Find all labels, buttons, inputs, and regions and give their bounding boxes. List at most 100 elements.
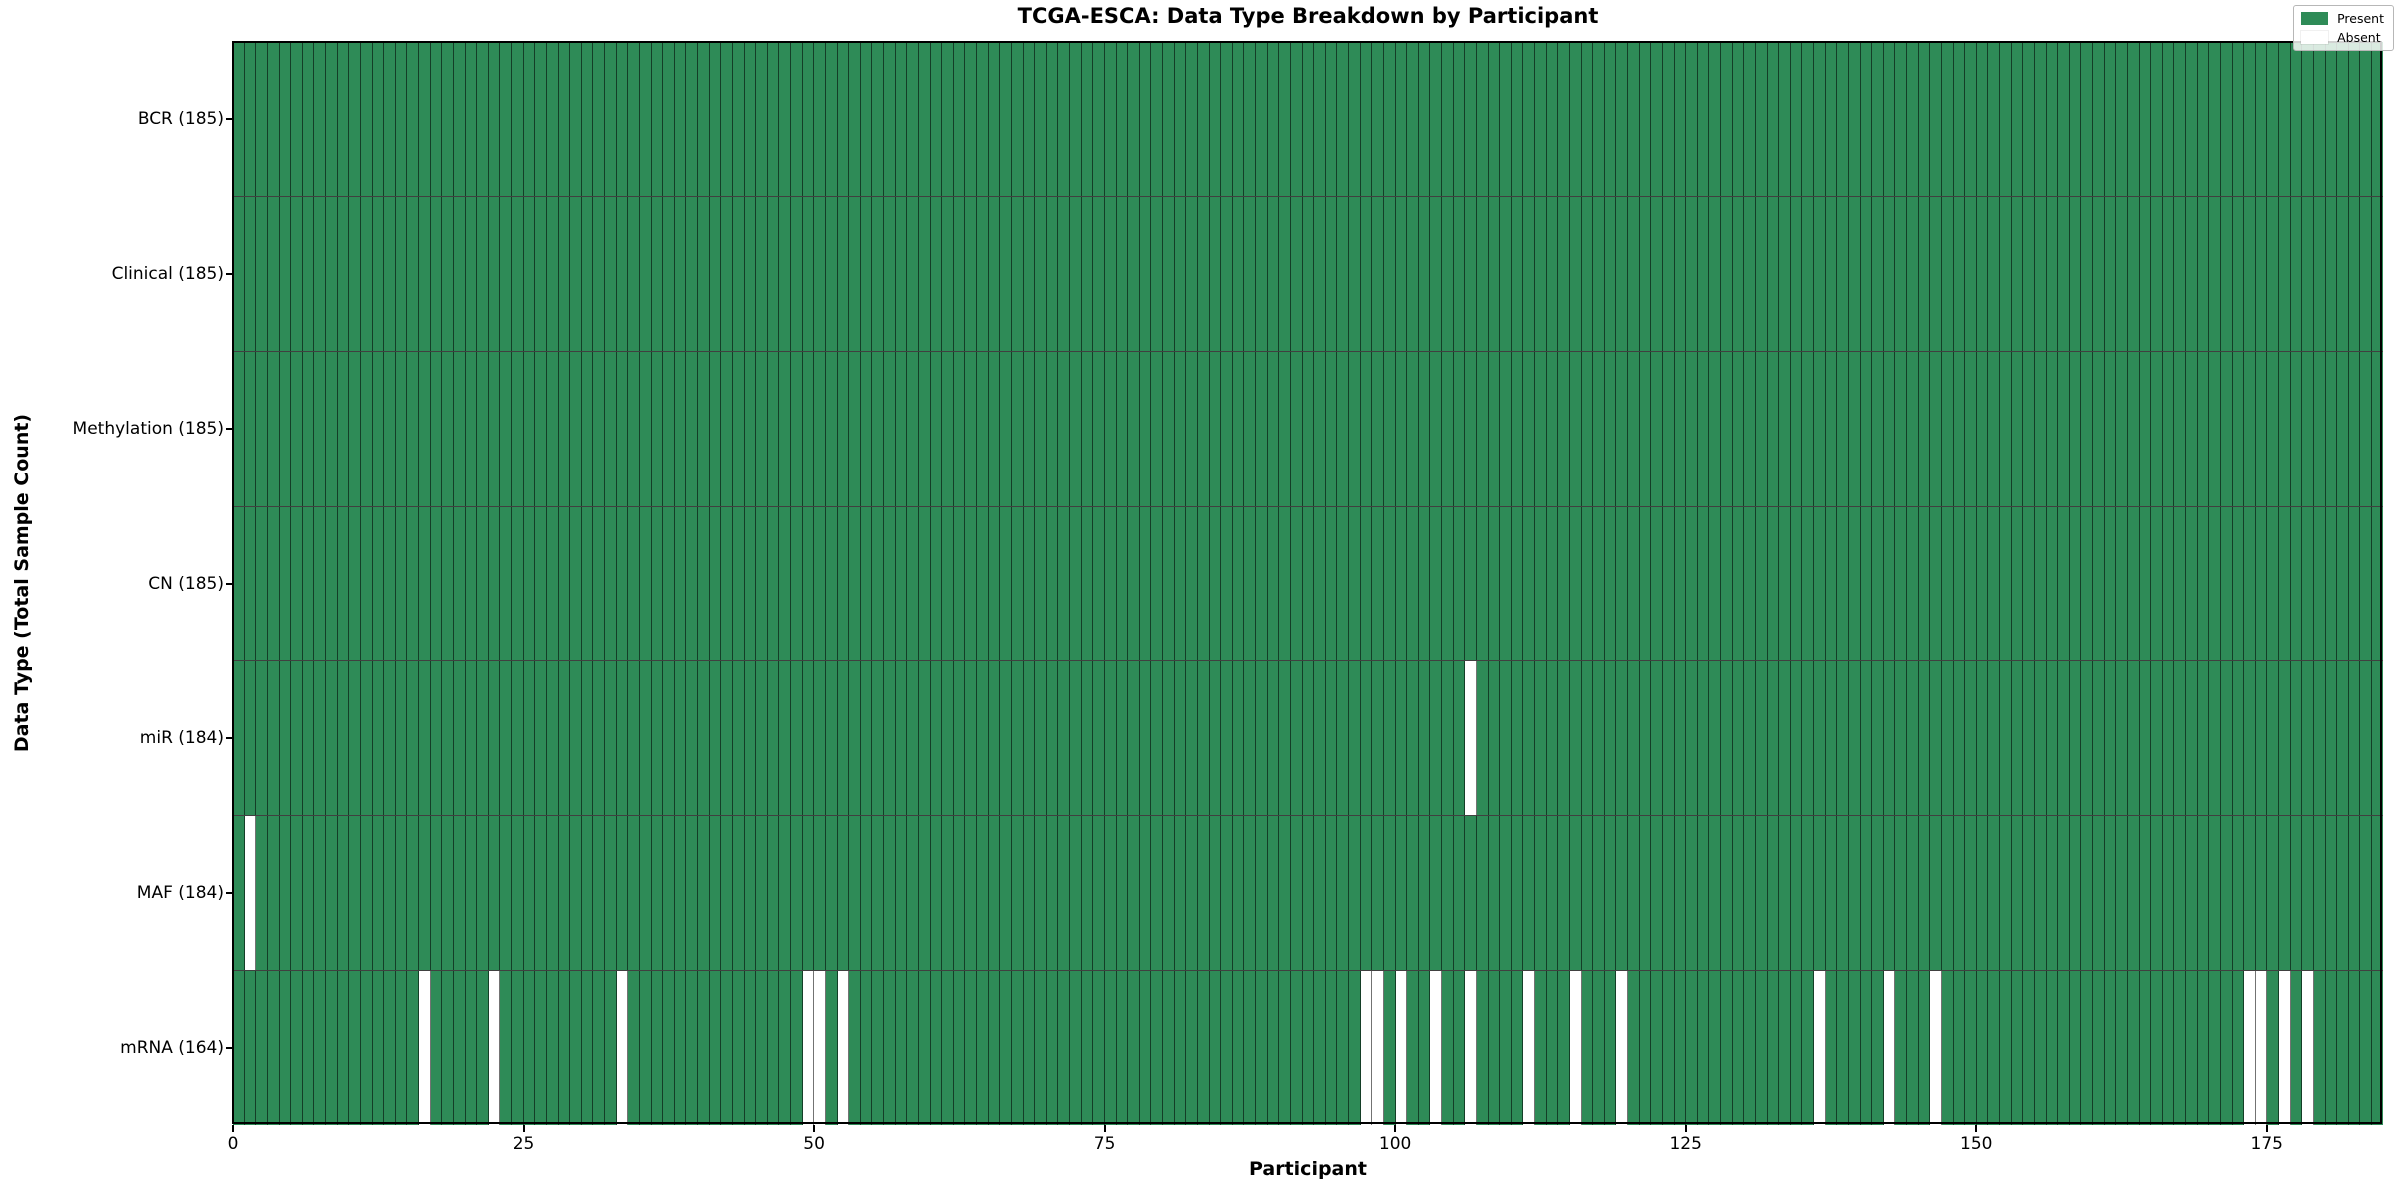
heatmap-cell [384,42,396,196]
heatmap-cell [1988,42,2000,196]
heatmap-cell [1546,506,1559,661]
heatmap-cell [953,971,966,1126]
heatmap-cell [744,661,757,816]
heatmap-cell [1163,816,1175,971]
heatmap-cell [2348,506,2361,661]
heatmap-cell [1814,196,1826,351]
heatmap-cell [2081,661,2093,816]
heatmap-cell [2069,42,2082,196]
heatmap-cell [2186,971,2198,1126]
heatmap-cell [2023,196,2035,351]
heatmap-cell [523,971,536,1126]
heatmap-cell [2104,196,2117,351]
heatmap-cell [256,816,268,971]
heatmap-cell [2116,351,2128,506]
heatmap-cell [291,196,303,351]
heatmap-cell [2186,42,2198,196]
heatmap-cell [953,816,966,971]
heatmap-cell [546,351,559,506]
heatmap-cell [2151,661,2163,816]
y-tick-label: BCR (185) [137,109,224,130]
heatmap-cell [1860,42,1873,196]
heatmap-cell [802,351,815,506]
heatmap-cell [698,42,710,196]
heatmap-cell [2093,661,2105,816]
heatmap-cell [244,196,257,351]
heatmap-cell [1476,42,1489,196]
heatmap-cell [1407,196,1419,351]
x-tick-label: 50 [803,1134,825,1154]
heatmap-cell [2023,42,2035,196]
heatmap-cell [337,196,350,351]
heatmap-cell [2244,971,2256,1126]
heatmap-cell [1372,351,1384,506]
heatmap-cell [639,661,652,816]
heatmap-cell [2313,506,2326,661]
heatmap-cell [2081,506,2093,661]
heatmap-cell [1581,506,1594,661]
heatmap-cell [1732,506,1745,661]
heatmap-cell [1128,506,1140,661]
heatmap-cell [1860,351,1873,506]
heatmap-cell [605,971,617,1126]
heatmap-cell [2069,816,2082,971]
heatmap-cell [1232,816,1245,971]
heatmap-cell [349,42,361,196]
heatmap-cell [895,506,908,661]
heatmap-cell [1628,661,1640,816]
heatmap-cell [512,506,524,661]
heatmap-cell [1349,971,1361,1126]
heatmap-cell [2197,816,2210,971]
heatmap-cell [465,42,478,196]
heatmap-cell [1070,42,1082,196]
heatmap-cell [256,971,268,1126]
heatmap-cell [512,351,524,506]
heatmap-cell [767,971,780,1126]
heatmap-cell [2313,196,2326,351]
x-tick-label: 125 [1669,1134,1702,1154]
heatmap-cell [546,196,559,351]
heatmap-cell [942,196,954,351]
heatmap-cell [1662,351,1675,506]
heatmap-cell [1581,661,1594,816]
heatmap-cell [360,196,373,351]
heatmap-cell [1976,506,1989,661]
heatmap-cell [546,42,559,196]
heatmap-cell [1290,42,1303,196]
heatmap-cell [1488,351,1501,506]
heatmap-cell [907,661,919,816]
heatmap-cell [1755,506,1768,661]
heatmap-cell [1918,42,1931,196]
heatmap-cell [1802,351,1814,506]
heatmap-cell [1848,42,1861,196]
heatmap-cell [372,506,385,661]
heatmap-cell [1511,506,1524,661]
heatmap-cell [825,661,838,816]
heatmap-cell [1151,661,1163,816]
heatmap-cell [1697,661,1710,816]
heatmap-cell [1953,506,1966,661]
heatmap-cell [1070,971,1082,1126]
heatmap-cell [1314,506,1326,661]
heatmap-cell [767,661,780,816]
heatmap-cell [1418,971,1431,1126]
heatmap-cell [1814,971,1826,1126]
y-tick-mark [226,118,233,121]
heatmap-cell [1465,971,1477,1126]
heatmap-cell [1651,351,1663,506]
heatmap-cell [814,816,826,971]
heatmap-cell [1895,42,1907,196]
heatmap-cell [1709,351,1721,506]
heatmap-cell [1709,42,1721,196]
heatmap-cell [779,506,791,661]
heatmap-cell [1058,196,1070,351]
heatmap-cell [605,351,617,506]
heatmap-cell [1035,351,1047,506]
heatmap-cell [1000,506,1012,661]
heatmap-cell [546,816,559,971]
heatmap-cell [2267,196,2279,351]
heatmap-cell [1081,506,1094,661]
heatmap-cell [2000,351,2012,506]
heatmap-cell [709,42,722,196]
heatmap-cell [2290,816,2303,971]
